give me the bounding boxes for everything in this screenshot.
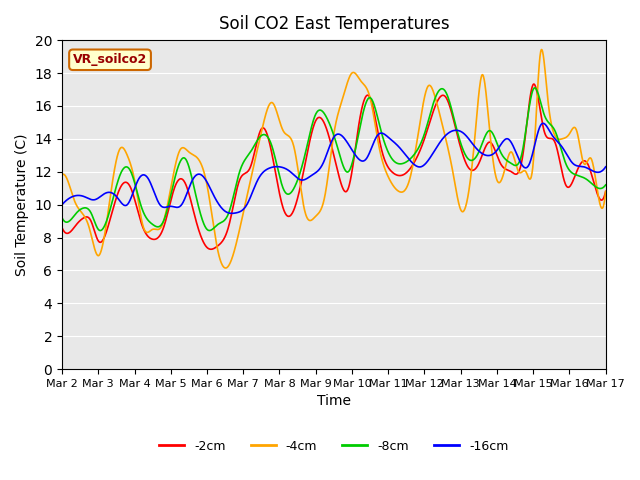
-16cm — [58, 202, 66, 207]
-16cm — [228, 210, 236, 216]
Line: -4cm: -4cm — [62, 49, 605, 268]
-4cm — [300, 206, 308, 212]
-8cm — [602, 182, 609, 188]
-8cm — [96, 228, 104, 233]
-4cm — [602, 189, 609, 194]
-4cm — [58, 172, 66, 178]
-2cm — [602, 189, 609, 194]
-8cm — [531, 85, 538, 91]
-4cm — [368, 102, 376, 108]
-2cm — [289, 209, 297, 215]
Line: -8cm: -8cm — [62, 88, 605, 230]
-4cm — [122, 150, 130, 156]
Line: -16cm: -16cm — [62, 123, 605, 213]
-16cm — [122, 203, 130, 208]
-4cm — [310, 215, 318, 221]
Title: Soil CO2 East Temperatures: Soil CO2 East Temperatures — [218, 15, 449, 33]
-2cm — [58, 225, 66, 230]
-8cm — [368, 96, 376, 102]
-16cm — [602, 164, 609, 170]
-16cm — [310, 171, 318, 177]
-4cm — [289, 141, 297, 146]
-8cm — [310, 115, 318, 121]
-2cm — [368, 99, 376, 105]
Y-axis label: Soil Temperature (C): Soil Temperature (C) — [15, 133, 29, 276]
-16cm — [289, 171, 297, 177]
-2cm — [300, 165, 308, 171]
-4cm — [538, 47, 545, 52]
-8cm — [300, 155, 308, 160]
-8cm — [58, 215, 66, 221]
-8cm — [289, 187, 297, 193]
-2cm — [207, 246, 215, 252]
-4cm — [100, 235, 108, 240]
-2cm — [310, 122, 318, 128]
X-axis label: Time: Time — [317, 395, 351, 408]
-16cm — [368, 144, 376, 150]
-16cm — [100, 191, 108, 197]
Line: -2cm: -2cm — [62, 84, 605, 249]
-16cm — [300, 177, 308, 182]
Text: VR_soilco2: VR_soilco2 — [73, 53, 147, 66]
-2cm — [100, 235, 108, 240]
-16cm — [540, 120, 547, 126]
-4cm — [221, 265, 229, 271]
Legend: -2cm, -4cm, -8cm, -16cm: -2cm, -4cm, -8cm, -16cm — [154, 435, 513, 458]
-2cm — [122, 180, 130, 185]
-2cm — [530, 81, 538, 87]
-8cm — [100, 223, 108, 229]
-8cm — [123, 164, 131, 170]
